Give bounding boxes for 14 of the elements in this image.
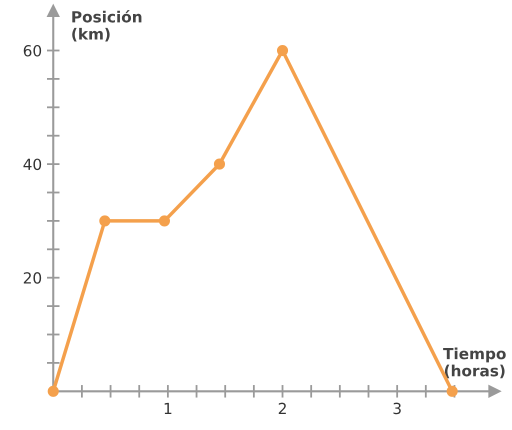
point [158,215,170,226]
point [446,386,458,397]
x-tick-label: 3 [393,402,401,414]
x-axis-title: Tiempo (horas) [443,348,506,378]
x-tick-label: 1 [164,402,172,414]
y-tick-label: 40 [23,158,42,170]
x-tick-label: 2 [278,402,286,414]
y-tick-label: 60 [24,44,42,57]
y-tick-label: 20 [24,272,42,284]
y-axis-title: Posición (km) [72,10,142,42]
point [48,386,59,397]
point [99,215,110,226]
point [276,44,288,56]
point [214,158,226,170]
